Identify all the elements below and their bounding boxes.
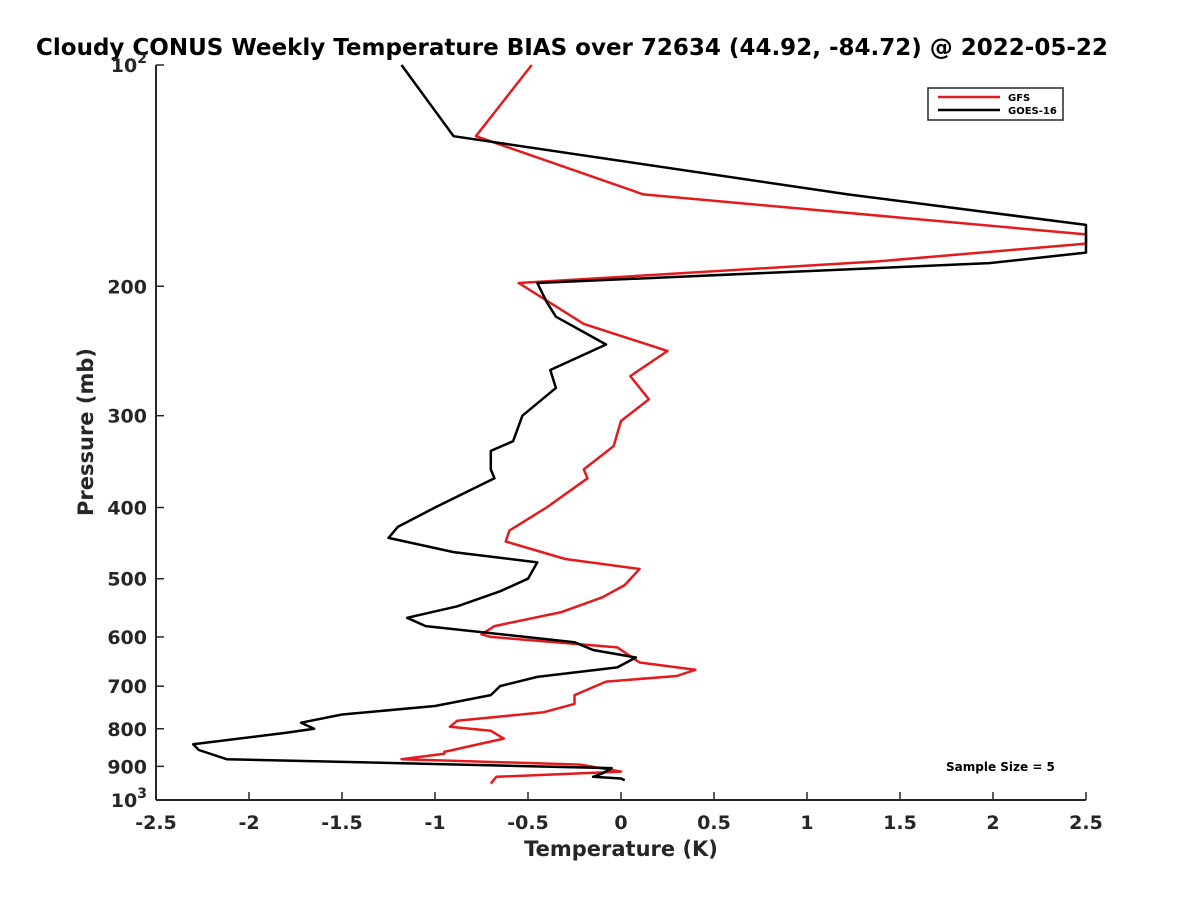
x-tick-label: -2.5 <box>135 812 177 834</box>
legend-box <box>927 87 1064 121</box>
chart-title: Cloudy CONUS Weekly Temperature BIAS ove… <box>36 35 1108 61</box>
plot-area: -2.5 -2 -1.5 -1 -0.5 0 0.5 1 1.5 2 2.5 10220030040… <box>107 51 1103 834</box>
y-tick-label-base: 10 <box>111 790 137 812</box>
x-tick-label: 2 <box>986 812 999 834</box>
x-tick-label: 0 <box>614 812 627 834</box>
series-lines <box>191 64 1088 785</box>
y-axis-label: Pressure (mb) <box>74 348 98 516</box>
y-tick-label: 600 <box>107 627 147 649</box>
x-axis-label: Temperature (K) <box>524 837 718 861</box>
y-tick-label: 200 <box>107 276 147 298</box>
x-tick-label: -1 <box>424 812 445 834</box>
y-tick-label: 900 <box>107 756 147 778</box>
y-tick-label: 500 <box>107 569 147 591</box>
y-tick-label: 700 <box>107 676 147 698</box>
x-tick-label: 1 <box>800 812 813 834</box>
y-tick-label-base: 10 <box>111 55 137 77</box>
y-tick-label: 103 <box>111 786 147 812</box>
y-tick-label: 800 <box>107 719 147 741</box>
legend-label-gfs: GFS <box>1008 93 1030 104</box>
y-tick-label: 102 <box>111 51 147 77</box>
y-tick-label: 300 <box>107 406 147 428</box>
x-tick-label: 2.5 <box>1069 812 1103 834</box>
x-tick-label: 0.5 <box>697 812 731 834</box>
legend-label-goes16: GOES-16 <box>1008 106 1057 117</box>
sample-size-annotation: Sample Size = 5 <box>946 760 1055 774</box>
x-tick-label: 1.5 <box>883 812 917 834</box>
y-tick-label: 400 <box>107 498 147 520</box>
y-tick-label-exponent: 2 <box>137 51 147 67</box>
series-line-gfs <box>400 64 1088 785</box>
legend: GFS GOES-16 <box>927 87 1064 121</box>
series-line-goes16 <box>191 64 1088 782</box>
x-ticks: -2.5 -2 -1.5 -1 -0.5 0 0.5 1 1.5 2 2.5 <box>135 792 1103 834</box>
y-tick-label-exponent: 3 <box>137 786 147 802</box>
x-tick-label: -0.5 <box>507 812 549 834</box>
x-tick-label: -1.5 <box>321 812 363 834</box>
x-tick-label: -2 <box>238 812 259 834</box>
